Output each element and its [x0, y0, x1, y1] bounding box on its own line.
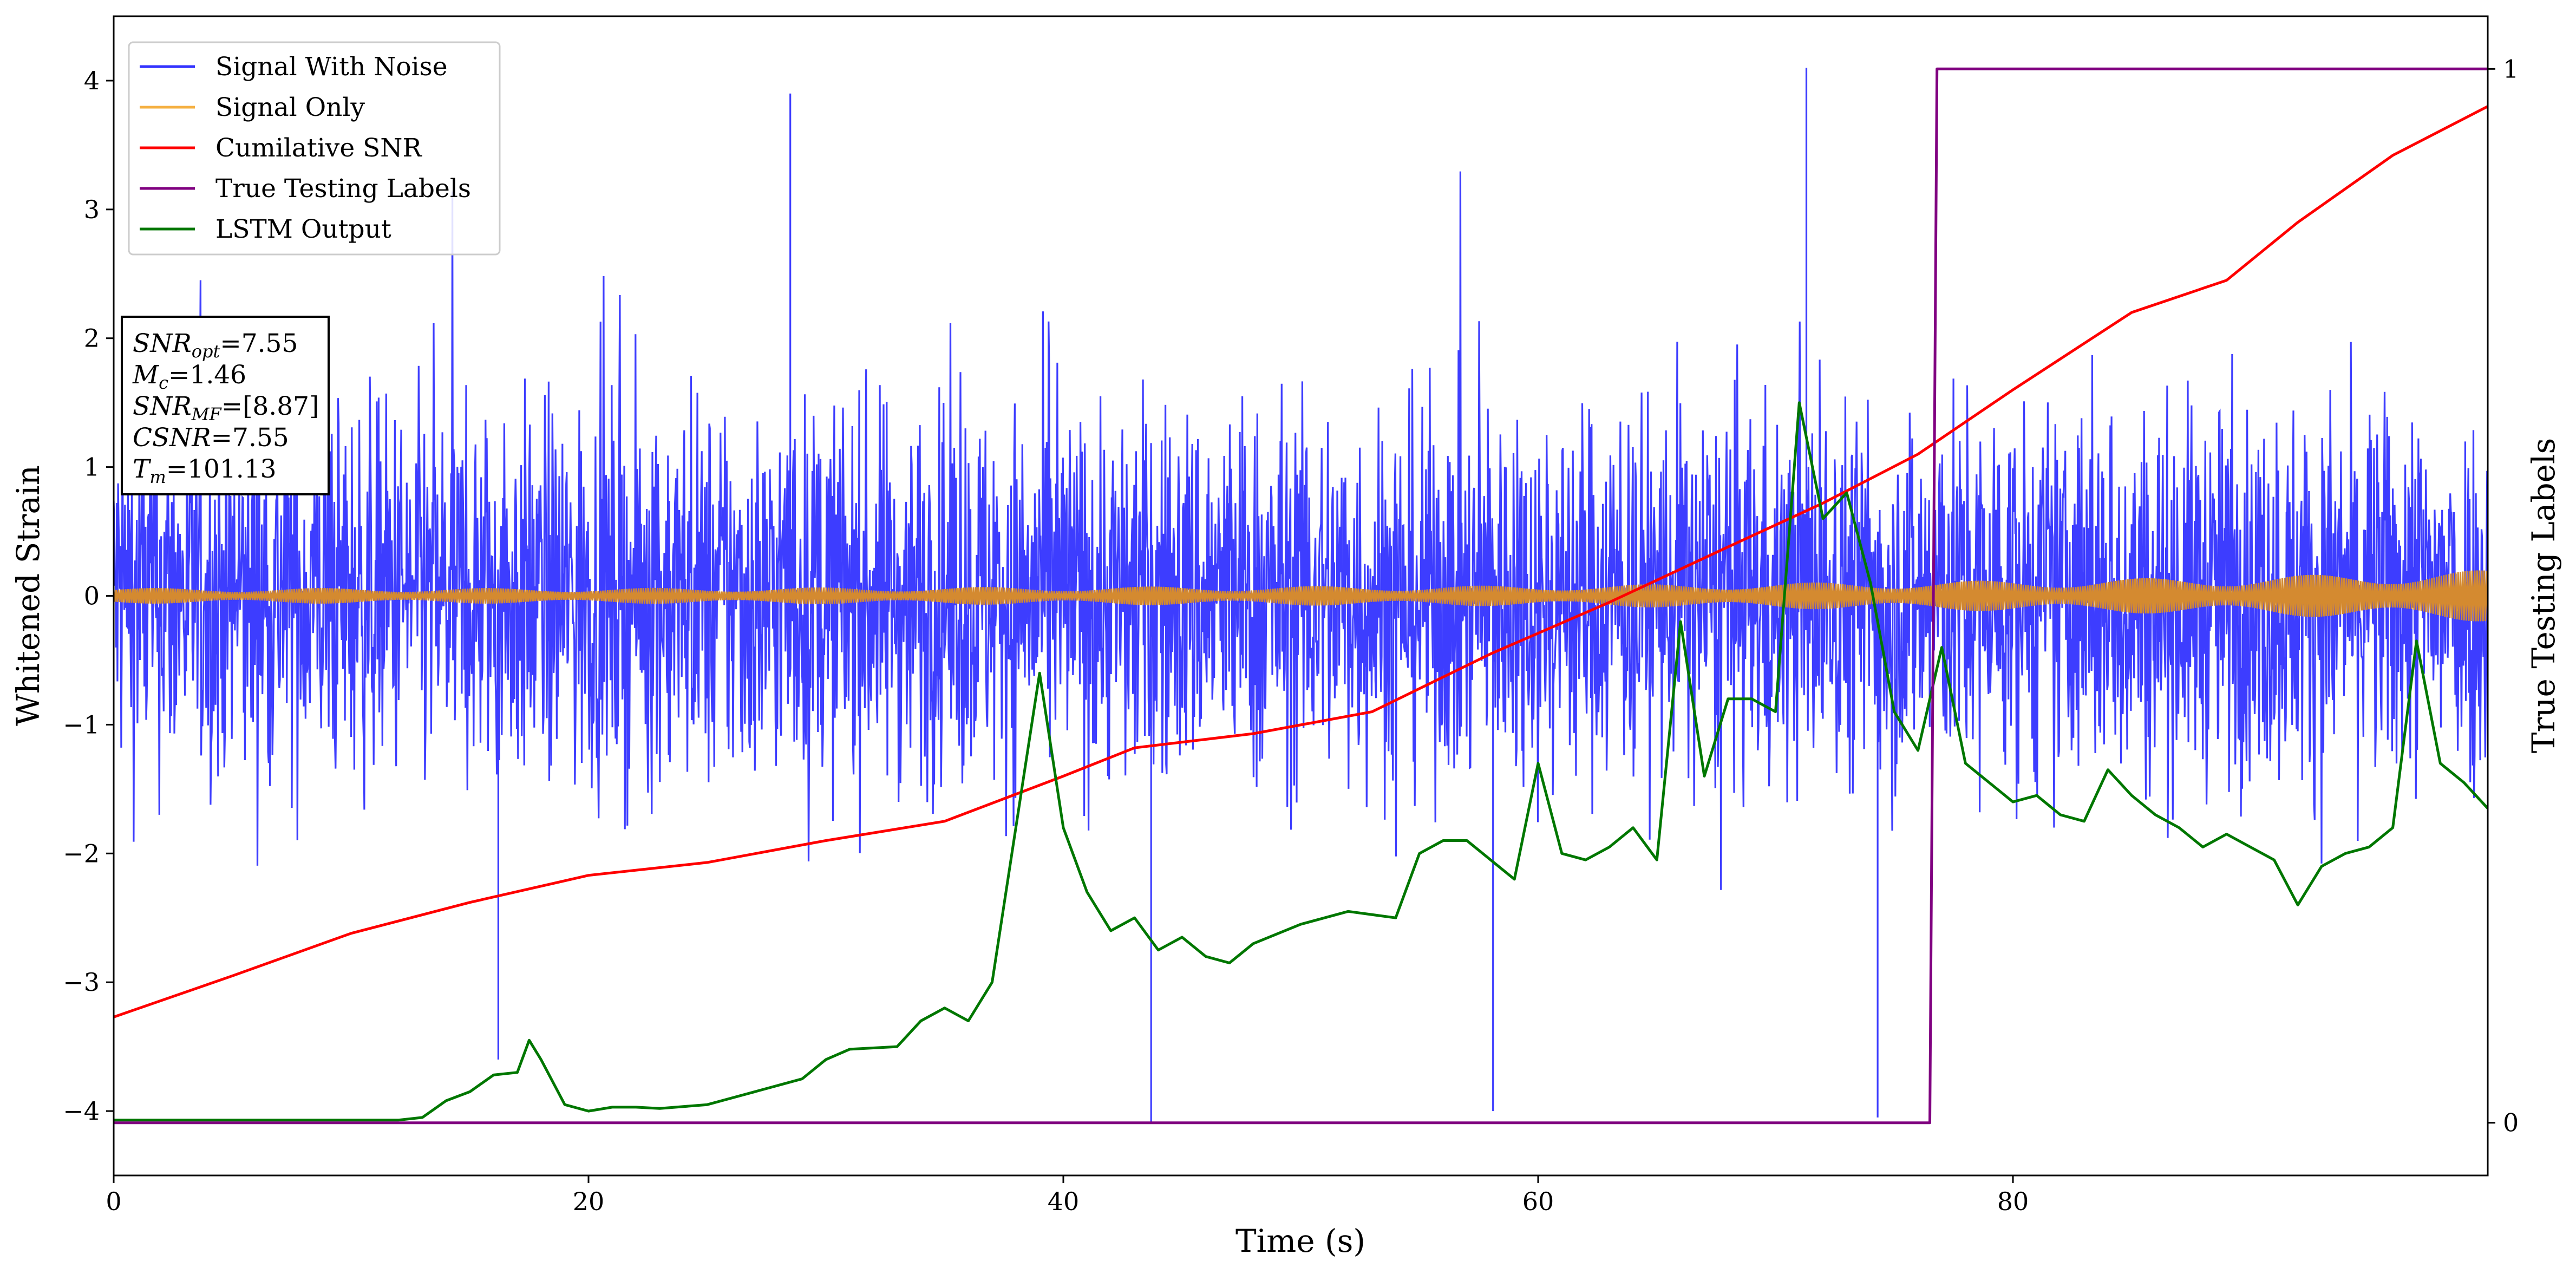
series-lstm-output [114, 401, 2488, 1122]
legend-label: Signal With Noise [215, 52, 448, 82]
series-signal-only [114, 570, 2488, 622]
y-tick-label: 1 [84, 453, 100, 482]
legend-box [128, 41, 501, 256]
y2-tick-label: 1 [2503, 54, 2519, 83]
legend-label: Signal Only [215, 93, 365, 122]
info-box-frame [121, 316, 330, 495]
legend-label: True Testing Labels [215, 174, 471, 204]
info-line: SNRMF=[8.87] [133, 391, 319, 424]
y-tick-label: 3 [84, 195, 100, 224]
y-tick-label: 0 [84, 582, 100, 611]
x-axis-title: Time (s) [1235, 1223, 1365, 1259]
x-tick-label: 40 [1048, 1187, 1080, 1216]
y2-tick-label: 0 [2503, 1108, 2519, 1138]
y-tick-label: −4 [63, 1096, 100, 1126]
x-tick-label: 80 [1997, 1187, 2029, 1216]
y-tick-label: −3 [63, 968, 100, 997]
info-box: SNRopt=7.55Mc=1.46SNRMF=[8.87]CSNR=7.55T… [121, 316, 330, 495]
info-line: SNRopt=7.55 [133, 329, 298, 362]
info-line: Tm=101.13 [133, 454, 277, 487]
legend-label: Cumilative SNR [215, 133, 422, 163]
x-tick-label: 20 [573, 1187, 605, 1216]
series-cumilative-snr [114, 105, 2488, 1018]
y-tick-label: 4 [84, 66, 100, 95]
legend: Signal With Noise Signal Only Cumilative S… [128, 41, 501, 256]
y-tick-label: −2 [63, 839, 100, 868]
series-signal-with-noise [114, 68, 2488, 1124]
legend-label: LSTM Output [215, 214, 391, 244]
series-true-testing-labels [114, 67, 2488, 1125]
info-line: CSNR=7.55 [133, 423, 289, 453]
y-axis-title: Whitened Strain [10, 465, 47, 726]
info-line: Mc=1.46 [132, 360, 246, 393]
plot-area [114, 67, 2488, 1125]
x-tick-label: 0 [106, 1187, 121, 1216]
y2-axis-title: True Testing Labels [2525, 438, 2562, 753]
y-tick-label: −1 [63, 710, 100, 739]
y-tick-label: 2 [84, 324, 100, 353]
x-tick-label: 60 [1522, 1187, 1554, 1216]
